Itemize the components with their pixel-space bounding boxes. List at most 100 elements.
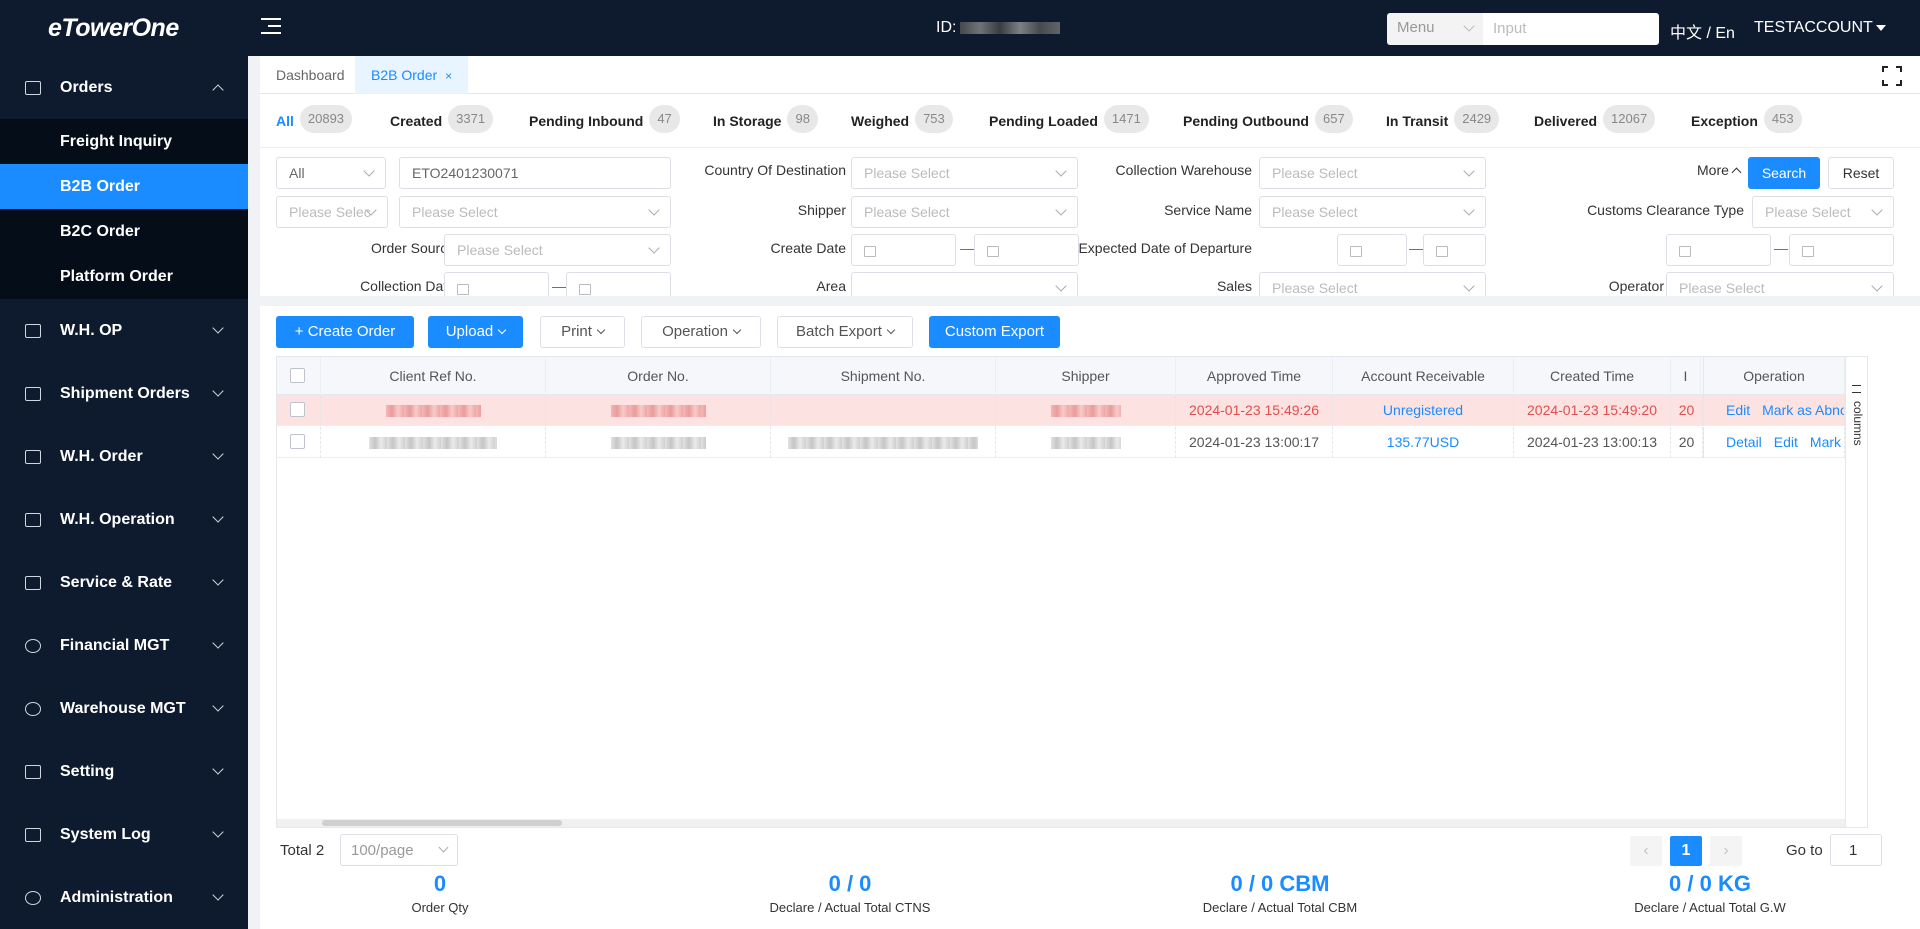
menu-search-select[interactable]: Menu	[1387, 13, 1483, 45]
status-delivered[interactable]: Delivered 12067	[1534, 105, 1656, 133]
th-approved-time[interactable]: Approved Time	[1176, 357, 1333, 395]
status-exception[interactable]: Exception 453	[1691, 105, 1802, 133]
upload-button[interactable]: Upload	[428, 316, 523, 348]
sidebar-group-wh-order[interactable]: W.H. Order	[0, 425, 248, 488]
page-1-button[interactable]: 1	[1670, 836, 1702, 866]
more-toggle[interactable]: More	[1697, 162, 1742, 178]
th-shipment-no[interactable]: Shipment No.	[771, 357, 996, 395]
filter-type-select[interactable]: Please Selec	[276, 196, 388, 228]
menu-search-input[interactable]: Input	[1483, 13, 1659, 45]
sidebar-group-setting[interactable]: Setting	[0, 740, 248, 803]
departure-date-start[interactable]	[1337, 234, 1407, 266]
departure-date-end[interactable]	[1423, 234, 1486, 266]
order-no-type-select[interactable]: All	[276, 157, 386, 189]
sidebar-item-platform-order[interactable]: Platform Order	[60, 268, 173, 285]
sidebar-group-warehouse-mgt[interactable]: Warehouse MGT	[0, 677, 248, 740]
sidebar-group-service-rate[interactable]: Service & Rate	[0, 551, 248, 614]
status-all[interactable]: All 20893	[276, 105, 353, 133]
table-row[interactable]: 2024-01-23 15:49:26 Unregistered 2024-01…	[277, 395, 1867, 426]
horizontal-scrollbar[interactable]	[277, 819, 1845, 827]
status-created[interactable]: Created 3371	[390, 105, 494, 133]
row-checkbox[interactable]	[290, 402, 305, 417]
shipper-select[interactable]: Please Select	[851, 196, 1078, 228]
th-shipper[interactable]: Shipper	[996, 357, 1176, 395]
filter-value-select[interactable]: Please Select	[399, 196, 671, 228]
status-pending-inbound[interactable]: Pending Inbound 47	[529, 105, 680, 133]
id-mask	[960, 21, 1061, 34]
edit-link[interactable]: Edit	[1773, 434, 1798, 450]
language-switch[interactable]: 中文 / En	[1670, 25, 1735, 42]
order-no-cell[interactable]	[546, 395, 771, 426]
order-no-cell[interactable]	[546, 427, 771, 458]
next-page-button[interactable]: ›	[1710, 836, 1742, 866]
th-order-no[interactable]: Order No.	[546, 357, 771, 395]
operation-button[interactable]: Operation	[641, 316, 761, 348]
status-count: 12067	[1603, 105, 1656, 133]
sidebar-submenu-orders: Freight Inquiry B2B Order B2C Order Plat…	[0, 119, 248, 299]
status-in-storage[interactable]: In Storage 98	[713, 105, 818, 133]
sidebar-group-shipment-orders[interactable]: Shipment Orders	[0, 362, 248, 425]
fullscreen-icon[interactable]	[1882, 66, 1902, 86]
app-logo[interactable]: eTowerOne	[48, 14, 179, 42]
th-truncated[interactable]: I	[1671, 357, 1701, 395]
table-row[interactable]: 2024-01-23 13:00:17 135.77USD 2024-01-23…	[277, 427, 1867, 458]
summary-total-ctns: 0 / 0 Declare / Actual Total CTNS	[769, 871, 931, 915]
mark-abnormal-link[interactable]: Mark as Abnormal	[1762, 402, 1845, 418]
batch-export-button[interactable]: Batch Export	[777, 316, 913, 348]
order-no-input[interactable]: ETO2401230071	[399, 157, 671, 189]
create-date-end[interactable]	[974, 234, 1079, 266]
menu-toggle-icon[interactable]	[261, 17, 283, 37]
prev-page-button[interactable]: ‹	[1630, 836, 1662, 866]
etd-start[interactable]	[1666, 234, 1771, 266]
sidebar-group-orders[interactable]: Orders	[0, 56, 248, 119]
sidebar-item-freight-inquiry[interactable]: Freight Inquiry	[60, 133, 172, 150]
select-all-checkbox[interactable]	[290, 368, 305, 383]
etd-end[interactable]	[1789, 234, 1894, 266]
create-date-start[interactable]	[851, 234, 956, 266]
columns-icon	[1852, 385, 1861, 393]
close-icon[interactable]: ×	[445, 69, 453, 83]
account-receivable-link[interactable]: Unregistered	[1333, 395, 1514, 426]
edit-link[interactable]: Edit	[1726, 402, 1751, 418]
reset-button[interactable]: Reset	[1828, 157, 1894, 189]
status-in-transit[interactable]: In Transit 2429	[1386, 105, 1500, 133]
collection-warehouse-select[interactable]: Please Select	[1259, 157, 1486, 189]
chevron-down-icon	[1463, 280, 1475, 292]
th-account-receivable[interactable]: Account Receivable	[1333, 357, 1514, 395]
country-of-destination-select[interactable]: Please Select	[851, 157, 1078, 189]
tab-dashboard[interactable]: Dashboard	[276, 67, 345, 83]
page-size-select[interactable]: 100/page	[340, 834, 458, 866]
tab-b2b-order[interactable]: B2B Order ×	[355, 56, 469, 94]
customs-clearance-type-select[interactable]: Please Select	[1752, 196, 1894, 228]
status-pending-outbound[interactable]: Pending Outbound 657	[1183, 105, 1353, 133]
chevron-down-icon	[648, 242, 660, 254]
sidebar-group-wh-op[interactable]: W.H. OP	[0, 299, 248, 362]
th-created-time[interactable]: Created Time	[1514, 357, 1671, 395]
sidebar-group-wh-operation[interactable]: W.H. Operation	[0, 488, 248, 551]
sidebar-group-administration[interactable]: Administration	[0, 866, 248, 929]
scrollbar-thumb[interactable]	[322, 820, 562, 826]
sidebar-group-financial-mgt[interactable]: Financial MGT	[0, 614, 248, 677]
service-name-select[interactable]: Please Select	[1259, 196, 1486, 228]
calendar-icon	[1679, 245, 1691, 257]
search-button[interactable]: Search	[1748, 157, 1820, 189]
row-checkbox[interactable]	[290, 434, 305, 449]
detail-link[interactable]: Detail	[1726, 434, 1762, 450]
status-weighed[interactable]: Weighed 753	[851, 105, 953, 133]
order-source-select[interactable]: Please Select	[444, 234, 671, 266]
status-pending-loaded[interactable]: Pending Loaded 1471	[989, 105, 1149, 133]
th-client-ref[interactable]: Client Ref No.	[321, 357, 546, 395]
custom-export-button[interactable]: Custom Export	[929, 316, 1060, 348]
th-operation: Operation	[1703, 357, 1845, 395]
sidebar-item-b2b-order[interactable]: B2B Order	[0, 164, 248, 209]
mark-abnormal-link[interactable]: Mark as A	[1809, 434, 1844, 450]
sidebar-item-b2c-order[interactable]: B2C Order	[60, 223, 141, 240]
goto-page-input[interactable]: 1	[1830, 834, 1882, 866]
columns-settings-handle[interactable]: columns	[1845, 357, 1867, 827]
account-menu[interactable]: TESTACCOUNT	[1754, 19, 1886, 37]
account-receivable-link[interactable]: 135.77USD	[1333, 427, 1514, 458]
print-button[interactable]: Print	[540, 316, 625, 348]
sidebar-group-system-log[interactable]: System Log	[0, 803, 248, 866]
create-order-button[interactable]: + Create Order	[276, 316, 414, 348]
operation-cell: Detail Edit Mark as A	[1703, 427, 1845, 458]
